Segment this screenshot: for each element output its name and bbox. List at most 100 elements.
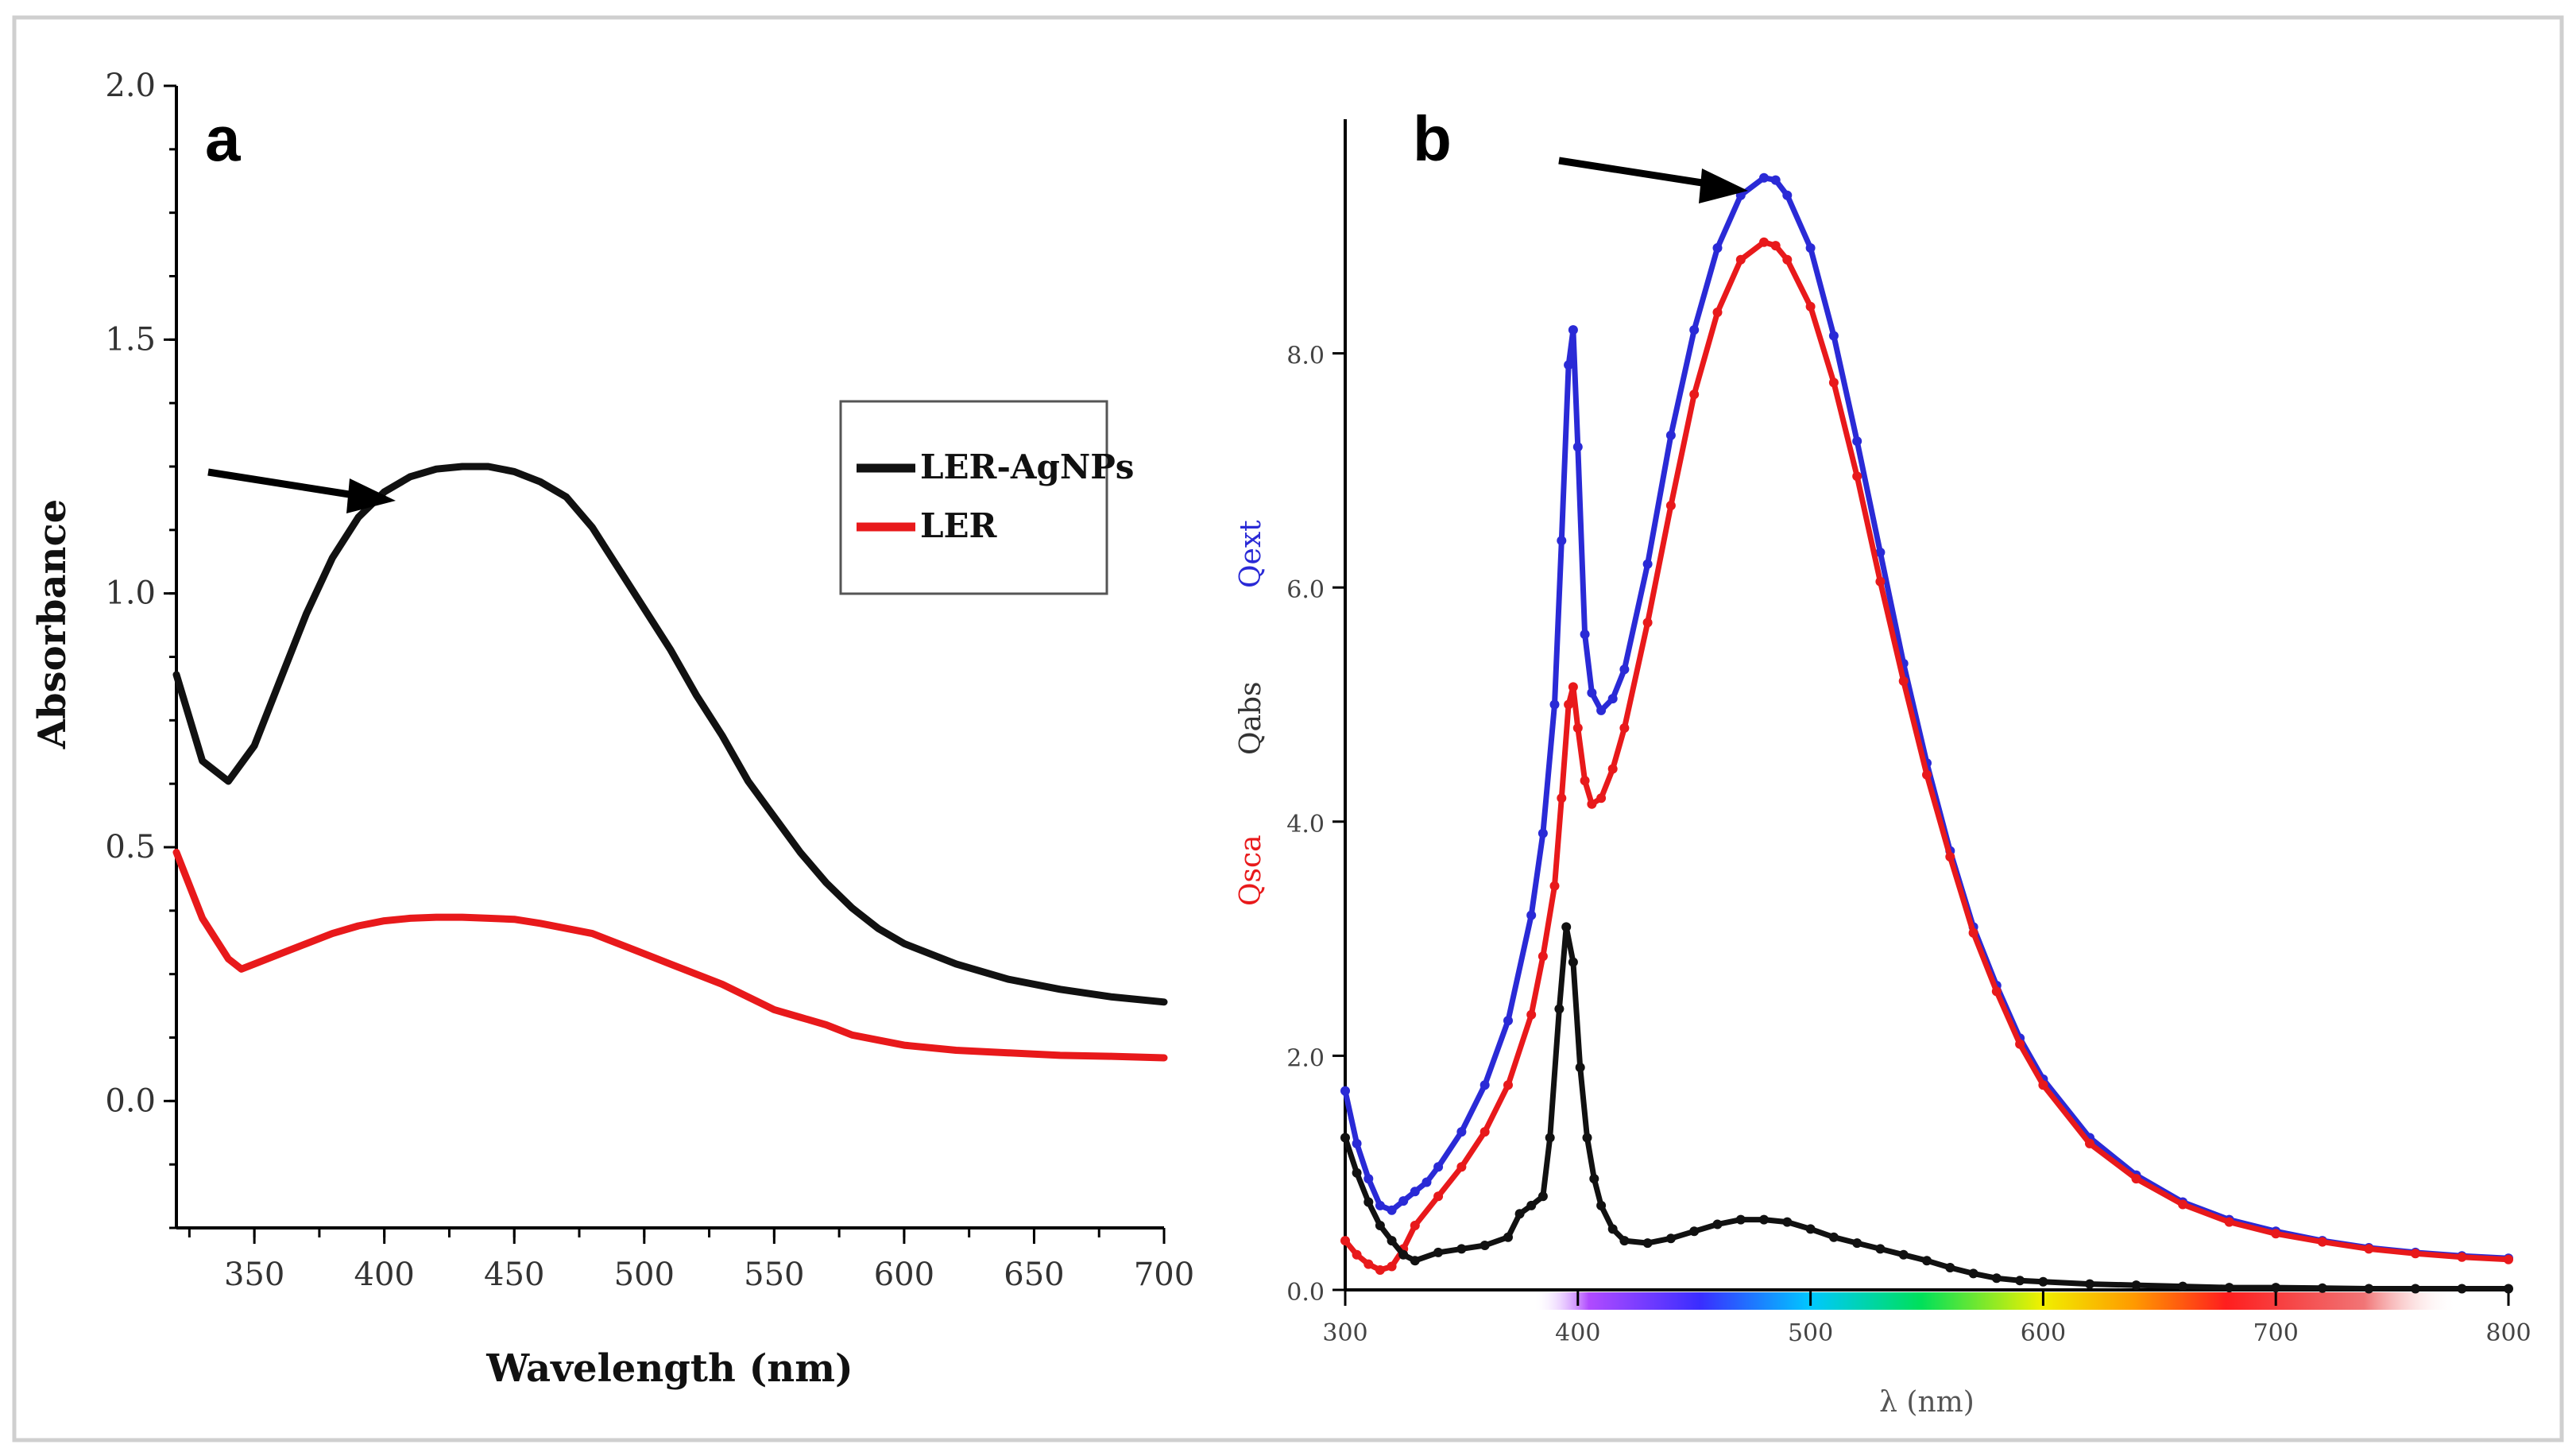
- data-point-qabs: [1410, 1256, 1420, 1266]
- panel-a-y-tick-label: 0.5: [105, 829, 156, 865]
- data-point-qsca: [1665, 501, 1676, 511]
- data-point-qabs: [2015, 1276, 2025, 1286]
- data-point-qext: [1572, 442, 1583, 452]
- data-point-qabs: [2178, 1281, 2188, 1291]
- panel-a-x-tick-label: 650: [1004, 1257, 1064, 1293]
- data-point-qabs: [1575, 1063, 1585, 1073]
- data-point-qsca: [1782, 254, 1793, 265]
- panel-a-y-axis-label: Absorbance: [30, 499, 75, 749]
- panel-a-arrow: [207, 468, 396, 513]
- data-point-qsca: [1580, 776, 1590, 786]
- panel-a-x-tick-label: 700: [1134, 1257, 1194, 1293]
- data-point-qext: [1398, 1196, 1409, 1206]
- data-point-qsca: [2224, 1217, 2234, 1227]
- panel-b-x-axis-label: λ (nm): [1879, 1386, 1975, 1419]
- data-point-qsca: [2504, 1254, 2513, 1264]
- data-point-qsca: [1607, 764, 1618, 774]
- panel-a-legend-box: [839, 400, 1108, 595]
- data-point-qsca: [2131, 1174, 2141, 1184]
- data-point-qsca: [1479, 1127, 1490, 1137]
- panel-a-x-tick-label: 350: [224, 1257, 284, 1293]
- data-point-qsca: [1572, 723, 1583, 733]
- data-point-qsca: [1968, 927, 1978, 938]
- panel-a-y-tick-label: 2.0: [105, 68, 156, 104]
- data-point-qext: [1340, 1086, 1350, 1096]
- data-point-qsca: [1375, 1265, 1385, 1275]
- panel-a-letter: a: [205, 103, 241, 174]
- panel-a-y-tick-label: 1.0: [105, 575, 156, 612]
- figure-border: [12, 15, 2564, 1442]
- panel-b-y-tick-label: 2.0: [1286, 1044, 1325, 1072]
- data-point-qabs: [1561, 922, 1572, 932]
- data-point-qabs: [2131, 1280, 2141, 1291]
- panel-b-x-ticks: 300 400 500 600 700 800: [1322, 1290, 2532, 1347]
- y-label-qabs: Qabs: [1235, 682, 1267, 756]
- data-point-qabs: [1712, 1219, 1723, 1229]
- panel-b-letter: b: [1413, 103, 1452, 174]
- panel-a-x-tick-label: 400: [354, 1257, 415, 1293]
- data-point-qsca: [1642, 618, 1653, 628]
- data-point-qsca: [1991, 986, 2002, 997]
- data-point-qext: [1587, 687, 1597, 698]
- data-point-qsca: [1433, 1191, 1444, 1202]
- data-point-qabs: [1759, 1214, 1769, 1225]
- data-point-qext: [1607, 694, 1618, 704]
- data-point-qabs: [1456, 1244, 1467, 1254]
- panel-b-y-ticks: 0.0 2.0 4.0 6.0 8.0: [1286, 343, 1345, 1307]
- data-point-qabs: [1387, 1236, 1397, 1246]
- data-point-qext: [1557, 536, 1567, 546]
- data-point-qabs: [1875, 1244, 1886, 1254]
- data-point-qabs: [1782, 1217, 1793, 1227]
- data-point-qabs: [1568, 957, 1578, 967]
- data-point-qabs: [1398, 1249, 1409, 1260]
- panel-a-legend: LER-AgNPs LER: [839, 400, 1134, 595]
- data-point-qext: [1642, 559, 1653, 569]
- data-point-qabs: [1665, 1233, 1676, 1244]
- panel-a-y-tick-label: 1.5: [105, 321, 156, 358]
- data-point-qext: [1456, 1127, 1467, 1137]
- data-point-qsca: [2317, 1237, 2327, 1247]
- panel-b-x-tick-label: 800: [2485, 1319, 2531, 1347]
- data-point-qsca: [1410, 1221, 1420, 1230]
- data-point-qabs: [2410, 1284, 2420, 1294]
- data-point-qabs: [1805, 1224, 1816, 1234]
- panel-b-series: [1340, 172, 2513, 1294]
- data-point-qsca: [2178, 1199, 2188, 1210]
- data-point-qsca: [1689, 389, 1700, 400]
- data-point-qabs: [1852, 1238, 1862, 1249]
- series-line-qext: [1342, 175, 2512, 1261]
- series-line-qabs: [1342, 924, 2512, 1291]
- panel-b: b 0.0 2.0 4.0 6.0 8.0 300 400 500 600 700 800 λ (…: [1235, 103, 2532, 1419]
- data-point-qabs: [2364, 1284, 2374, 1294]
- data-point-qext: [1568, 325, 1578, 335]
- data-point-qabs: [1945, 1263, 1955, 1272]
- data-point-qsca: [1456, 1162, 1467, 1172]
- panel-a-series: [172, 463, 1168, 1062]
- data-point-qext: [1375, 1200, 1385, 1210]
- panel-b-y-axis-label: Qsca Qabs Qext: [1235, 520, 1267, 906]
- data-point-qabs: [1503, 1232, 1513, 1242]
- data-point-qext: [1665, 430, 1676, 440]
- panel-b-x-tick-label: 400: [1555, 1319, 1600, 1347]
- data-point-qsca: [1712, 308, 1723, 317]
- data-point-qext: [1537, 828, 1548, 838]
- data-point-qabs: [1619, 1236, 1630, 1246]
- y-label-qsca: Qsca: [1235, 834, 1267, 906]
- data-point-qabs: [2504, 1284, 2513, 1294]
- data-point-qabs: [1352, 1168, 1362, 1178]
- panel-a-x-axis-label: Wavelength (nm): [485, 1346, 853, 1391]
- data-point-qext: [1770, 175, 1781, 185]
- data-point-qabs: [1735, 1214, 1746, 1225]
- panel-a-x-tick-label: 550: [744, 1257, 804, 1293]
- data-point-qext: [1363, 1174, 1374, 1184]
- data-point-qsca: [1387, 1261, 1397, 1272]
- data-point-qsca: [1852, 471, 1862, 482]
- data-point-qsca: [1352, 1249, 1362, 1260]
- data-point-qabs: [1340, 1133, 1350, 1143]
- data-point-qsca: [2410, 1249, 2420, 1259]
- panel-b-y-tick-label: 4.0: [1286, 811, 1325, 838]
- data-point-qabs: [1991, 1273, 2002, 1284]
- data-point-qabs: [1433, 1247, 1444, 1257]
- data-point-qext: [1433, 1162, 1444, 1172]
- data-point-qsca: [1568, 682, 1578, 692]
